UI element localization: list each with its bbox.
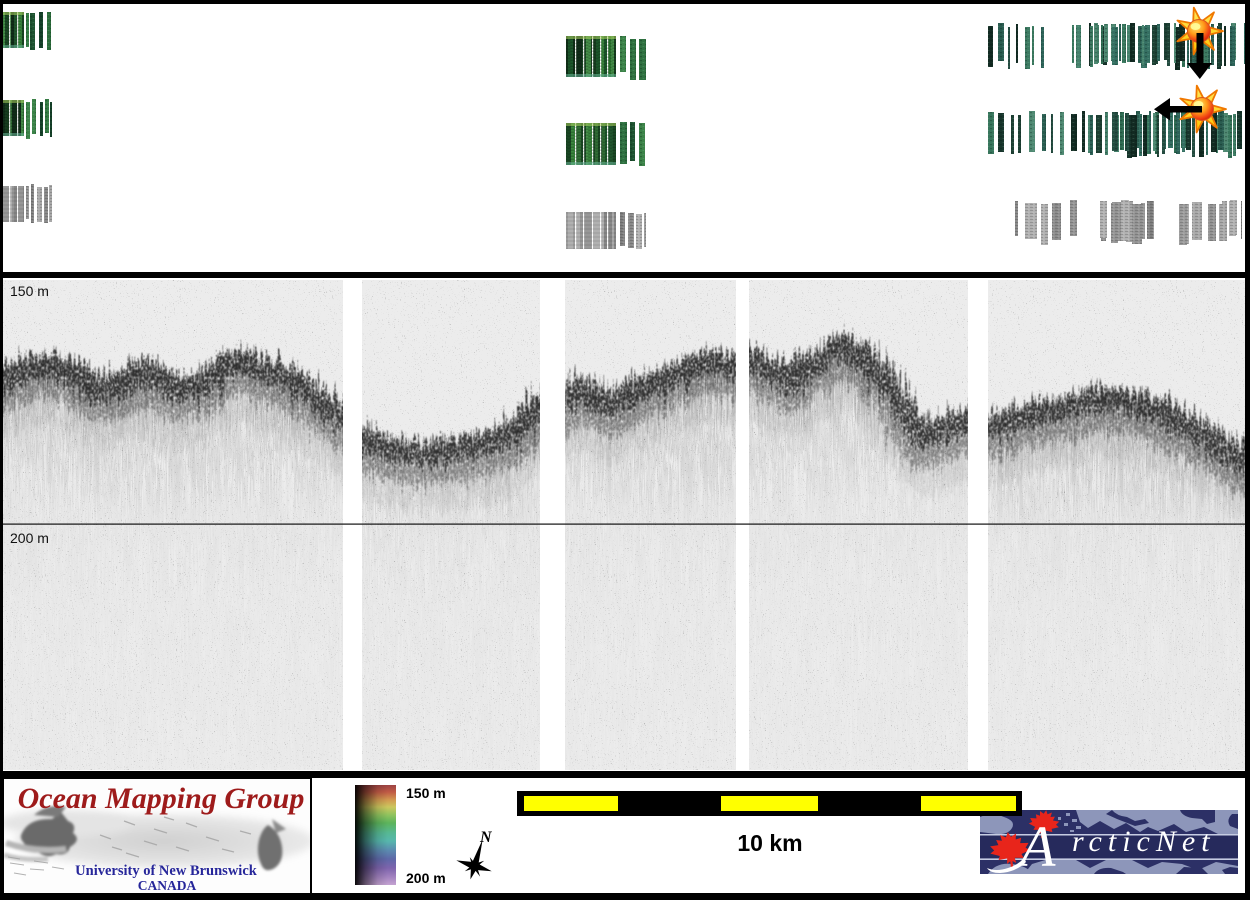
svg-text:University of New Brunswick: University of New Brunswick [75, 863, 258, 879]
svg-text:N: N [479, 829, 493, 846]
svg-text:rcticNet: rcticNet [1072, 825, 1216, 858]
svg-text:CANADA: CANADA [138, 878, 197, 893]
svg-text:Ocean Mapping Group: Ocean Mapping Group [18, 782, 305, 815]
